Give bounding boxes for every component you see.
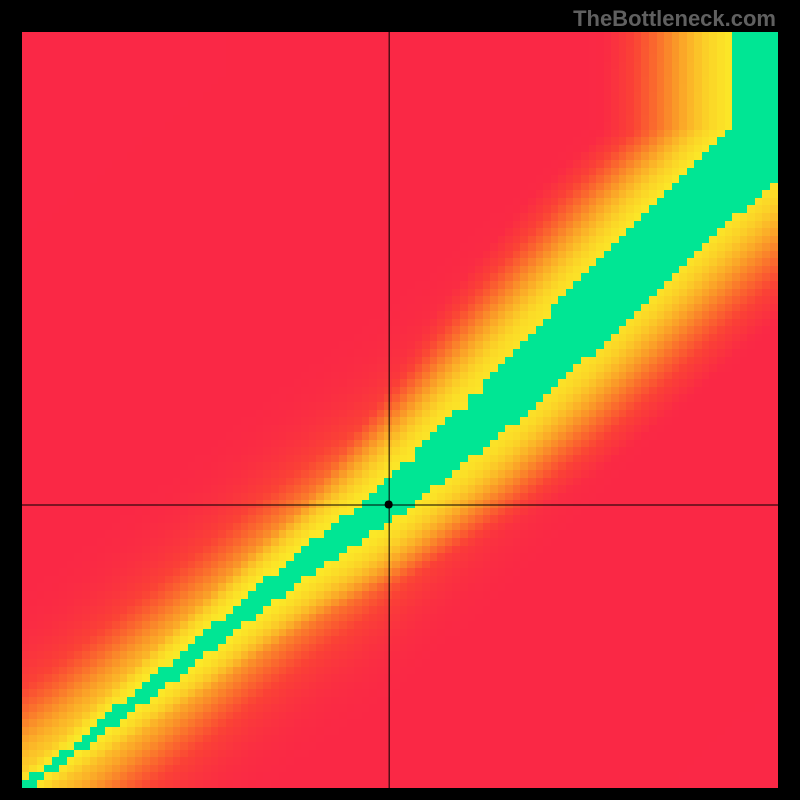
- plot-area: [22, 32, 778, 788]
- watermark-text: TheBottleneck.com: [573, 6, 776, 32]
- chart-container: TheBottleneck.com: [0, 0, 800, 800]
- heatmap-canvas: [22, 32, 778, 788]
